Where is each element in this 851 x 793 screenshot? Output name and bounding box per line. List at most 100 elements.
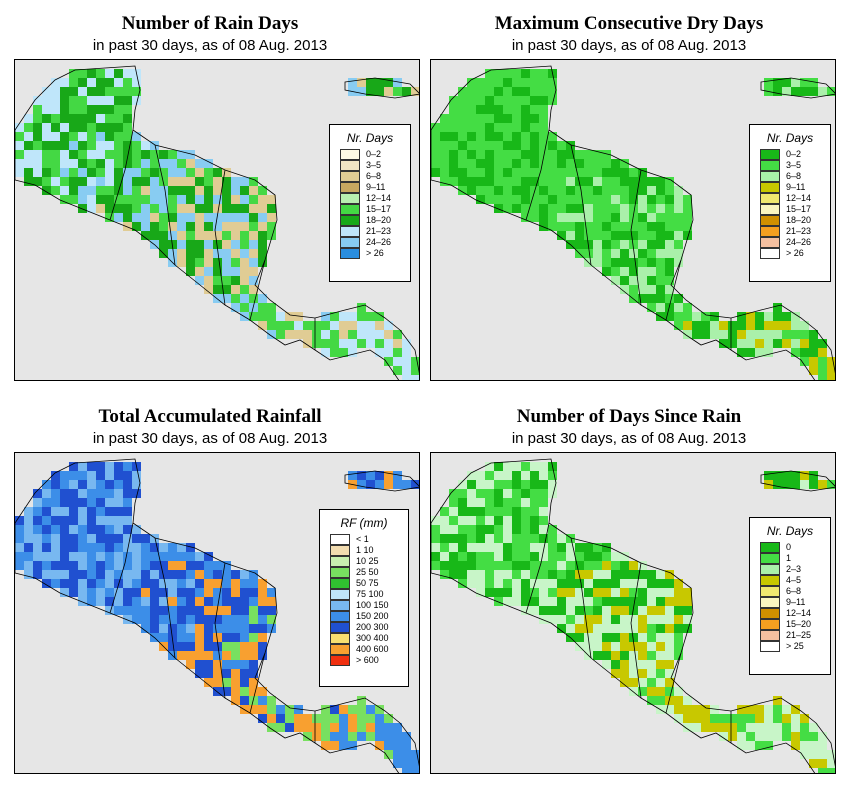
grid-cell [213,267,222,276]
grid-cell [629,231,638,240]
grid-cell [764,705,773,714]
grid-cell [33,525,42,534]
grid-cell [366,732,375,741]
grid-cell [195,660,204,669]
grid-cell [231,258,240,267]
grid-cell [674,312,683,321]
grid-cell [575,543,584,552]
grid-cell [258,249,267,258]
grid-cell [375,714,384,723]
grid-cell [105,579,114,588]
grid-cell [512,168,521,177]
grid-cell [764,741,773,750]
grid-cell [15,552,24,561]
grid-cell [692,705,701,714]
grid-cell [593,231,602,240]
grid-cell [204,222,213,231]
grid-cell [467,96,476,105]
grid-cell [240,240,249,249]
grid-cell [105,204,114,213]
grid-cell [485,525,494,534]
grid-cell [141,204,150,213]
grid-cell [638,168,647,177]
grid-cell [249,579,258,588]
grid-cell [141,624,150,633]
grid-cell [629,660,638,669]
grid-cell [123,579,132,588]
grid-cell [222,168,231,177]
grid-cell [467,123,476,132]
grid-cell [222,669,231,678]
grid-cell [150,597,159,606]
grid-cell [629,579,638,588]
grid-cell [458,168,467,177]
grid-cell [593,204,602,213]
legend-swatch [340,226,360,237]
grid-cell [240,597,249,606]
grid-cell [303,339,312,348]
grid-cell [78,570,87,579]
grid-cell [96,597,105,606]
grid-cell [141,222,150,231]
grid-cell [222,222,231,231]
grid-cell [33,543,42,552]
grid-cell [267,222,276,231]
grid-cell [231,624,240,633]
grid-cell [231,195,240,204]
grid-cell [467,159,476,168]
grid-cell [33,570,42,579]
grid-cell [69,489,78,498]
grid-cell [503,186,512,195]
grid-cell [539,159,548,168]
grid-cell [512,525,521,534]
grid-cell [440,159,449,168]
grid-cell [638,294,647,303]
grid-cell [78,471,87,480]
grid-cell [69,471,78,480]
grid-cell [168,222,177,231]
country-border [154,144,176,266]
legend-rows: 0–2 3–5 6–8 9–11 12–14 15–17 18–20 21–23 24–26 > … [330,149,410,259]
grid-cell [530,78,539,87]
grid-cell [132,615,141,624]
grid-cell [357,723,366,732]
grid-cell [186,597,195,606]
grid-cell [60,195,69,204]
grid-cell [231,186,240,195]
grid-cell [132,186,141,195]
grid-cell [213,660,222,669]
grid-cell [375,348,384,357]
grid-cell [458,570,467,579]
grid-cell [557,213,566,222]
grid-cell [33,552,42,561]
grid-cell [132,132,141,141]
grid-cell [494,123,503,132]
grid-cell [132,588,141,597]
grid-cell [321,348,330,357]
grid-cell [78,588,87,597]
grid-cell [683,303,692,312]
grid-cell [503,480,512,489]
grid-cell [384,357,393,366]
grid-cell [764,471,773,480]
grid-cell [60,516,69,525]
grid-cell [249,597,258,606]
grid-cell [593,177,602,186]
grid-cell [656,678,665,687]
grid-cell [485,552,494,561]
grid-cell [611,624,620,633]
grid-cell [683,195,692,204]
grid-cell [557,552,566,561]
grid-cell [620,249,629,258]
grid-cell [87,570,96,579]
grid-cell [222,678,231,687]
grid-cell [782,723,791,732]
grid-cell [375,330,384,339]
grid-cell [132,78,141,87]
grid-cell [737,348,746,357]
grid-cell [566,222,575,231]
grid-cell [656,660,665,669]
grid-cell [701,312,710,321]
grid-cell [800,723,809,732]
grid-cell [222,294,231,303]
